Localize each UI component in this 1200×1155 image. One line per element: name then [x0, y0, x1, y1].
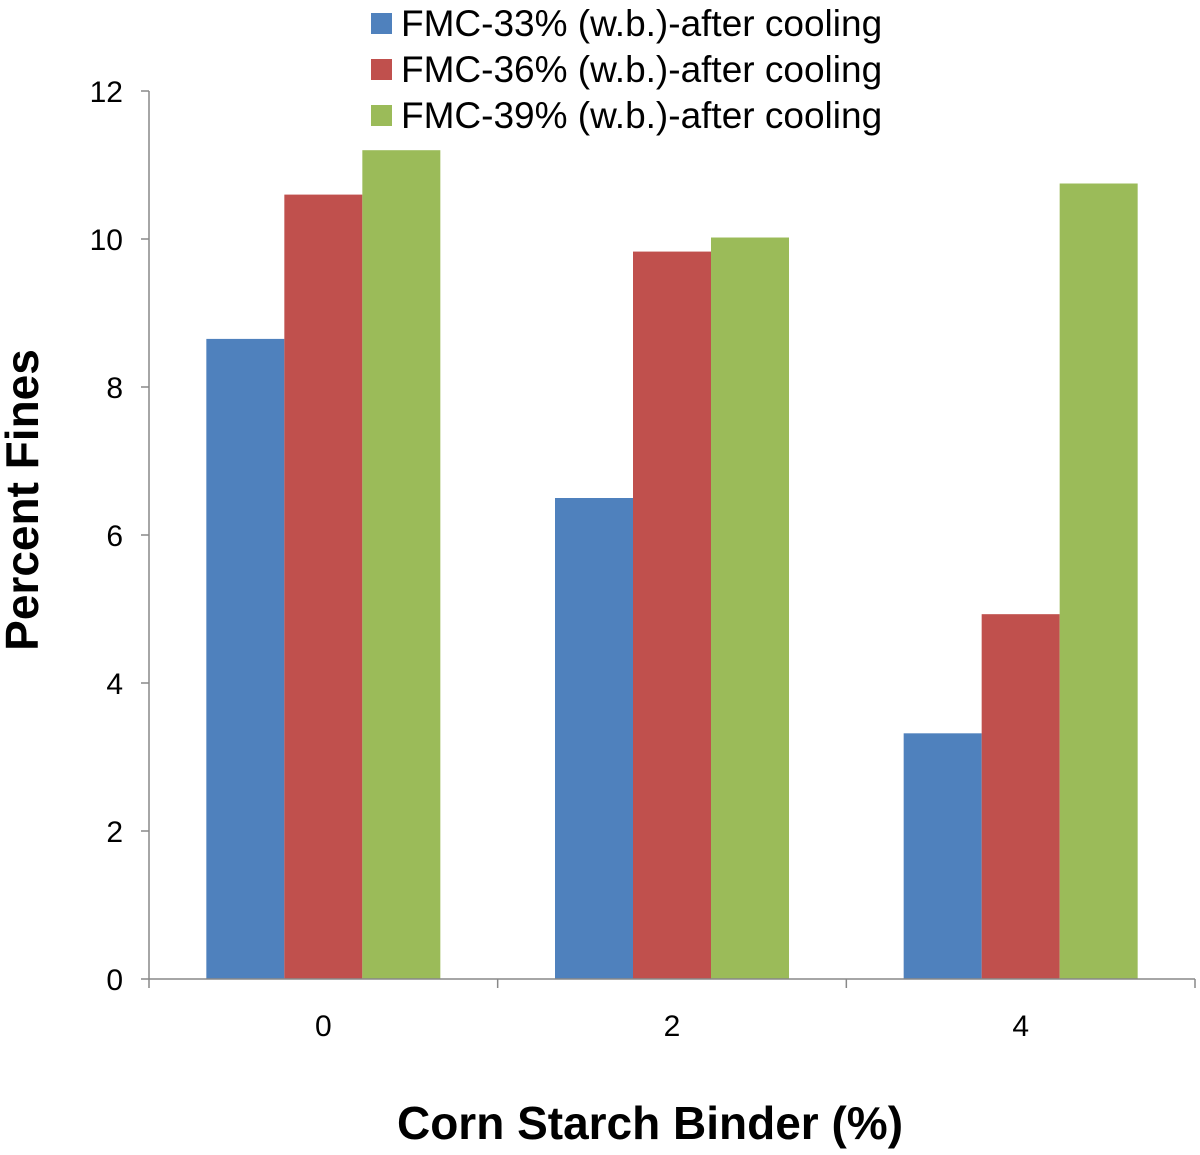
- y-tick-label: 0: [106, 964, 123, 997]
- y-tick-label: 10: [90, 224, 123, 257]
- legend-swatch: [371, 105, 392, 126]
- x-tick-label: 4: [1012, 1010, 1029, 1043]
- legend-swatch: [371, 59, 392, 80]
- y-tick-label: 2: [106, 816, 123, 849]
- legend-label: FMC-39% (w.b.)-after cooling: [401, 95, 882, 136]
- bar-series-2-cat-0: [284, 194, 363, 980]
- x-axis-title: Corn Starch Binder (%): [397, 1097, 903, 1149]
- legend-label: FMC-33% (w.b.)-after cooling: [401, 3, 882, 44]
- y-tick-label: 8: [106, 372, 123, 405]
- y-ticks: 0 2 4 6 8 10 12: [90, 76, 149, 997]
- bar-series-1-cat-0: [206, 338, 285, 979]
- bar-series-2-cat-4: [981, 614, 1060, 979]
- bar-series-2-cat-2: [633, 251, 711, 979]
- x-tick-label: 0: [315, 1010, 332, 1043]
- legend-swatch: [371, 13, 392, 34]
- bar-series-3-cat-4: [1059, 183, 1138, 979]
- x-ticks: 0 2 4: [148, 979, 1196, 1043]
- y-tick-label: 12: [90, 76, 123, 109]
- bar-series-1-cat-4: [903, 733, 982, 979]
- legend: FMC-33% (w.b.)-after cooling FMC-36% (w.b…: [371, 3, 882, 136]
- y-axis-title: Percent Fines: [0, 349, 48, 651]
- bar-series-3-cat-0: [362, 150, 441, 979]
- legend-label: FMC-36% (w.b.)-after cooling: [401, 49, 882, 90]
- y-tick-label: 4: [106, 668, 123, 701]
- bar-series-1-cat-2: [555, 498, 633, 979]
- y-tick-label: 6: [106, 520, 123, 553]
- x-tick-label: 2: [664, 1010, 681, 1043]
- bar-series-3-cat-2: [711, 237, 789, 979]
- bars: [206, 150, 1138, 980]
